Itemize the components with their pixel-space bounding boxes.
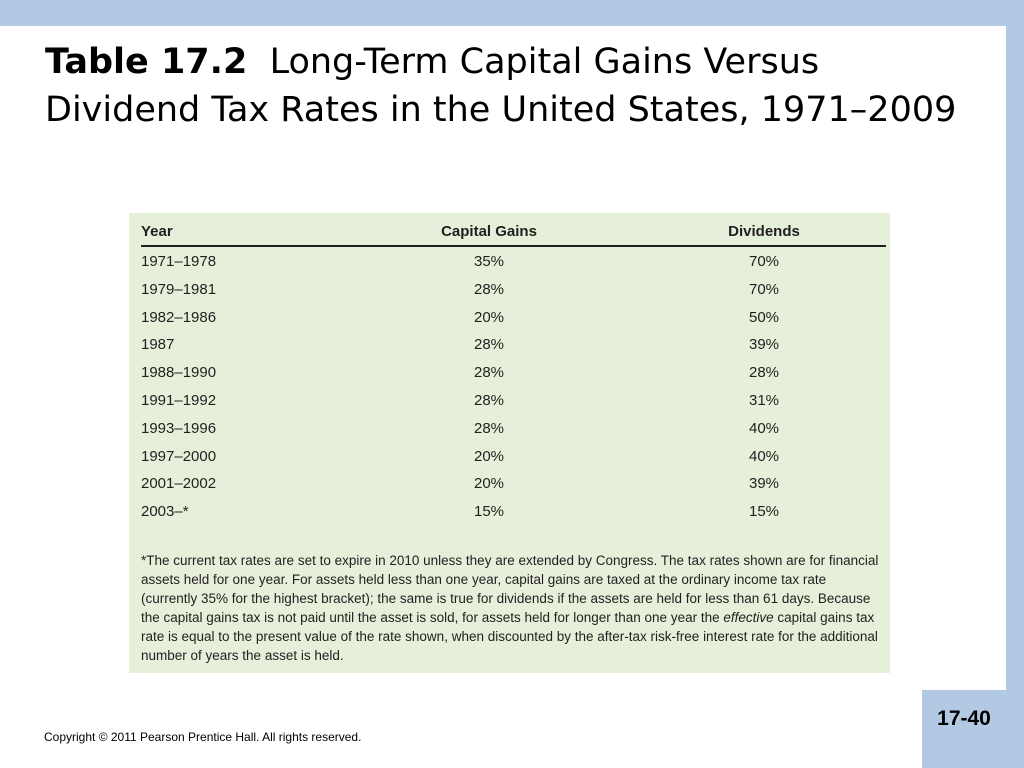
cell-year: 1991–1992 — [141, 391, 217, 409]
table-row: 1997–2000 20% 40% — [141, 448, 886, 476]
cell-capital-gains: 35% — [473, 253, 505, 270]
footnote-text-start: *The current tax rates are set to expire… — [141, 553, 879, 625]
cell-dividends: 70% — [748, 253, 780, 270]
table-header-row: Year Capital Gains Dividends — [141, 221, 886, 247]
table-row: 1979–1981 28% 70% — [141, 281, 886, 309]
table-row: 1987 28% 39% — [141, 336, 886, 364]
cell-year: 2001–2002 — [141, 475, 217, 493]
header-year: Year — [141, 223, 173, 240]
cell-year: 1982–1986 — [141, 308, 217, 326]
cell-year: 1971–1978 — [141, 253, 217, 270]
table-row: 2001–2002 20% 39% — [141, 475, 886, 503]
cell-capital-gains: 28% — [473, 336, 505, 354]
page-number-box — [922, 690, 1024, 768]
cell-dividends: 15% — [748, 503, 780, 521]
page-number: 17-40 — [937, 707, 991, 730]
cell-year: 1987 — [141, 336, 175, 354]
table-row: 2003–* 15% 15% — [141, 503, 886, 531]
cell-capital-gains: 20% — [473, 475, 505, 493]
header-dividends: Dividends — [728, 223, 800, 240]
cell-capital-gains: 28% — [473, 391, 505, 409]
cell-capital-gains: 28% — [473, 364, 505, 382]
table-row: 1988–1990 28% 28% — [141, 364, 886, 392]
table-row: 1991–1992 28% 31% — [141, 392, 886, 420]
cell-year: 1997–2000 — [141, 447, 217, 465]
cell-capital-gains: 15% — [473, 503, 505, 521]
footnote-text-end: capital gains tax rate is equal to the p… — [141, 610, 878, 663]
cell-dividends: 39% — [748, 475, 780, 493]
copyright-notice: Copyright © 2011 Pearson Prentice Hall. … — [44, 730, 362, 744]
cell-year: 1993–1996 — [141, 419, 217, 437]
table-row: 1982–1986 20% 50% — [141, 309, 886, 337]
top-accent-bar — [0, 0, 1024, 26]
cell-dividends: 70% — [748, 280, 780, 298]
slide-title: Table 17.2 Long-Term Capital Gains Versu… — [45, 38, 975, 134]
cell-year: 1979–1981 — [141, 280, 217, 298]
cell-dividends: 28% — [748, 364, 780, 382]
cell-capital-gains: 20% — [473, 308, 505, 326]
table-body: 1971–1978 35% 70% 1979–1981 28% 70% 1982–1986 2… — [141, 253, 886, 531]
cell-dividends: 40% — [748, 419, 780, 437]
footnote-emphasis: effective — [723, 610, 774, 625]
cell-dividends: 40% — [748, 447, 780, 465]
cell-capital-gains: 20% — [473, 447, 505, 465]
header-capital-gains: Capital Gains — [441, 223, 537, 240]
table-row: 1971–1978 35% 70% — [141, 253, 886, 281]
cell-year: 2003–* — [141, 503, 189, 521]
cell-year: 1988–1990 — [141, 364, 217, 382]
cell-dividends: 39% — [748, 336, 780, 354]
cell-capital-gains: 28% — [473, 419, 505, 437]
table-title-text: Long-Term Capital Gains Versus Dividend … — [45, 42, 957, 130]
table-number: Table 17.2 — [45, 42, 248, 82]
table-footnote: *The current tax rates are set to expire… — [141, 551, 886, 665]
tax-rate-table: Year Capital Gains Dividends 1971–1978 35… — [129, 213, 890, 673]
cell-dividends: 50% — [748, 308, 780, 326]
cell-dividends: 31% — [748, 391, 780, 409]
right-accent-bar — [1006, 0, 1024, 768]
cell-capital-gains: 28% — [473, 280, 505, 298]
table-row: 1993–1996 28% 40% — [141, 420, 886, 448]
